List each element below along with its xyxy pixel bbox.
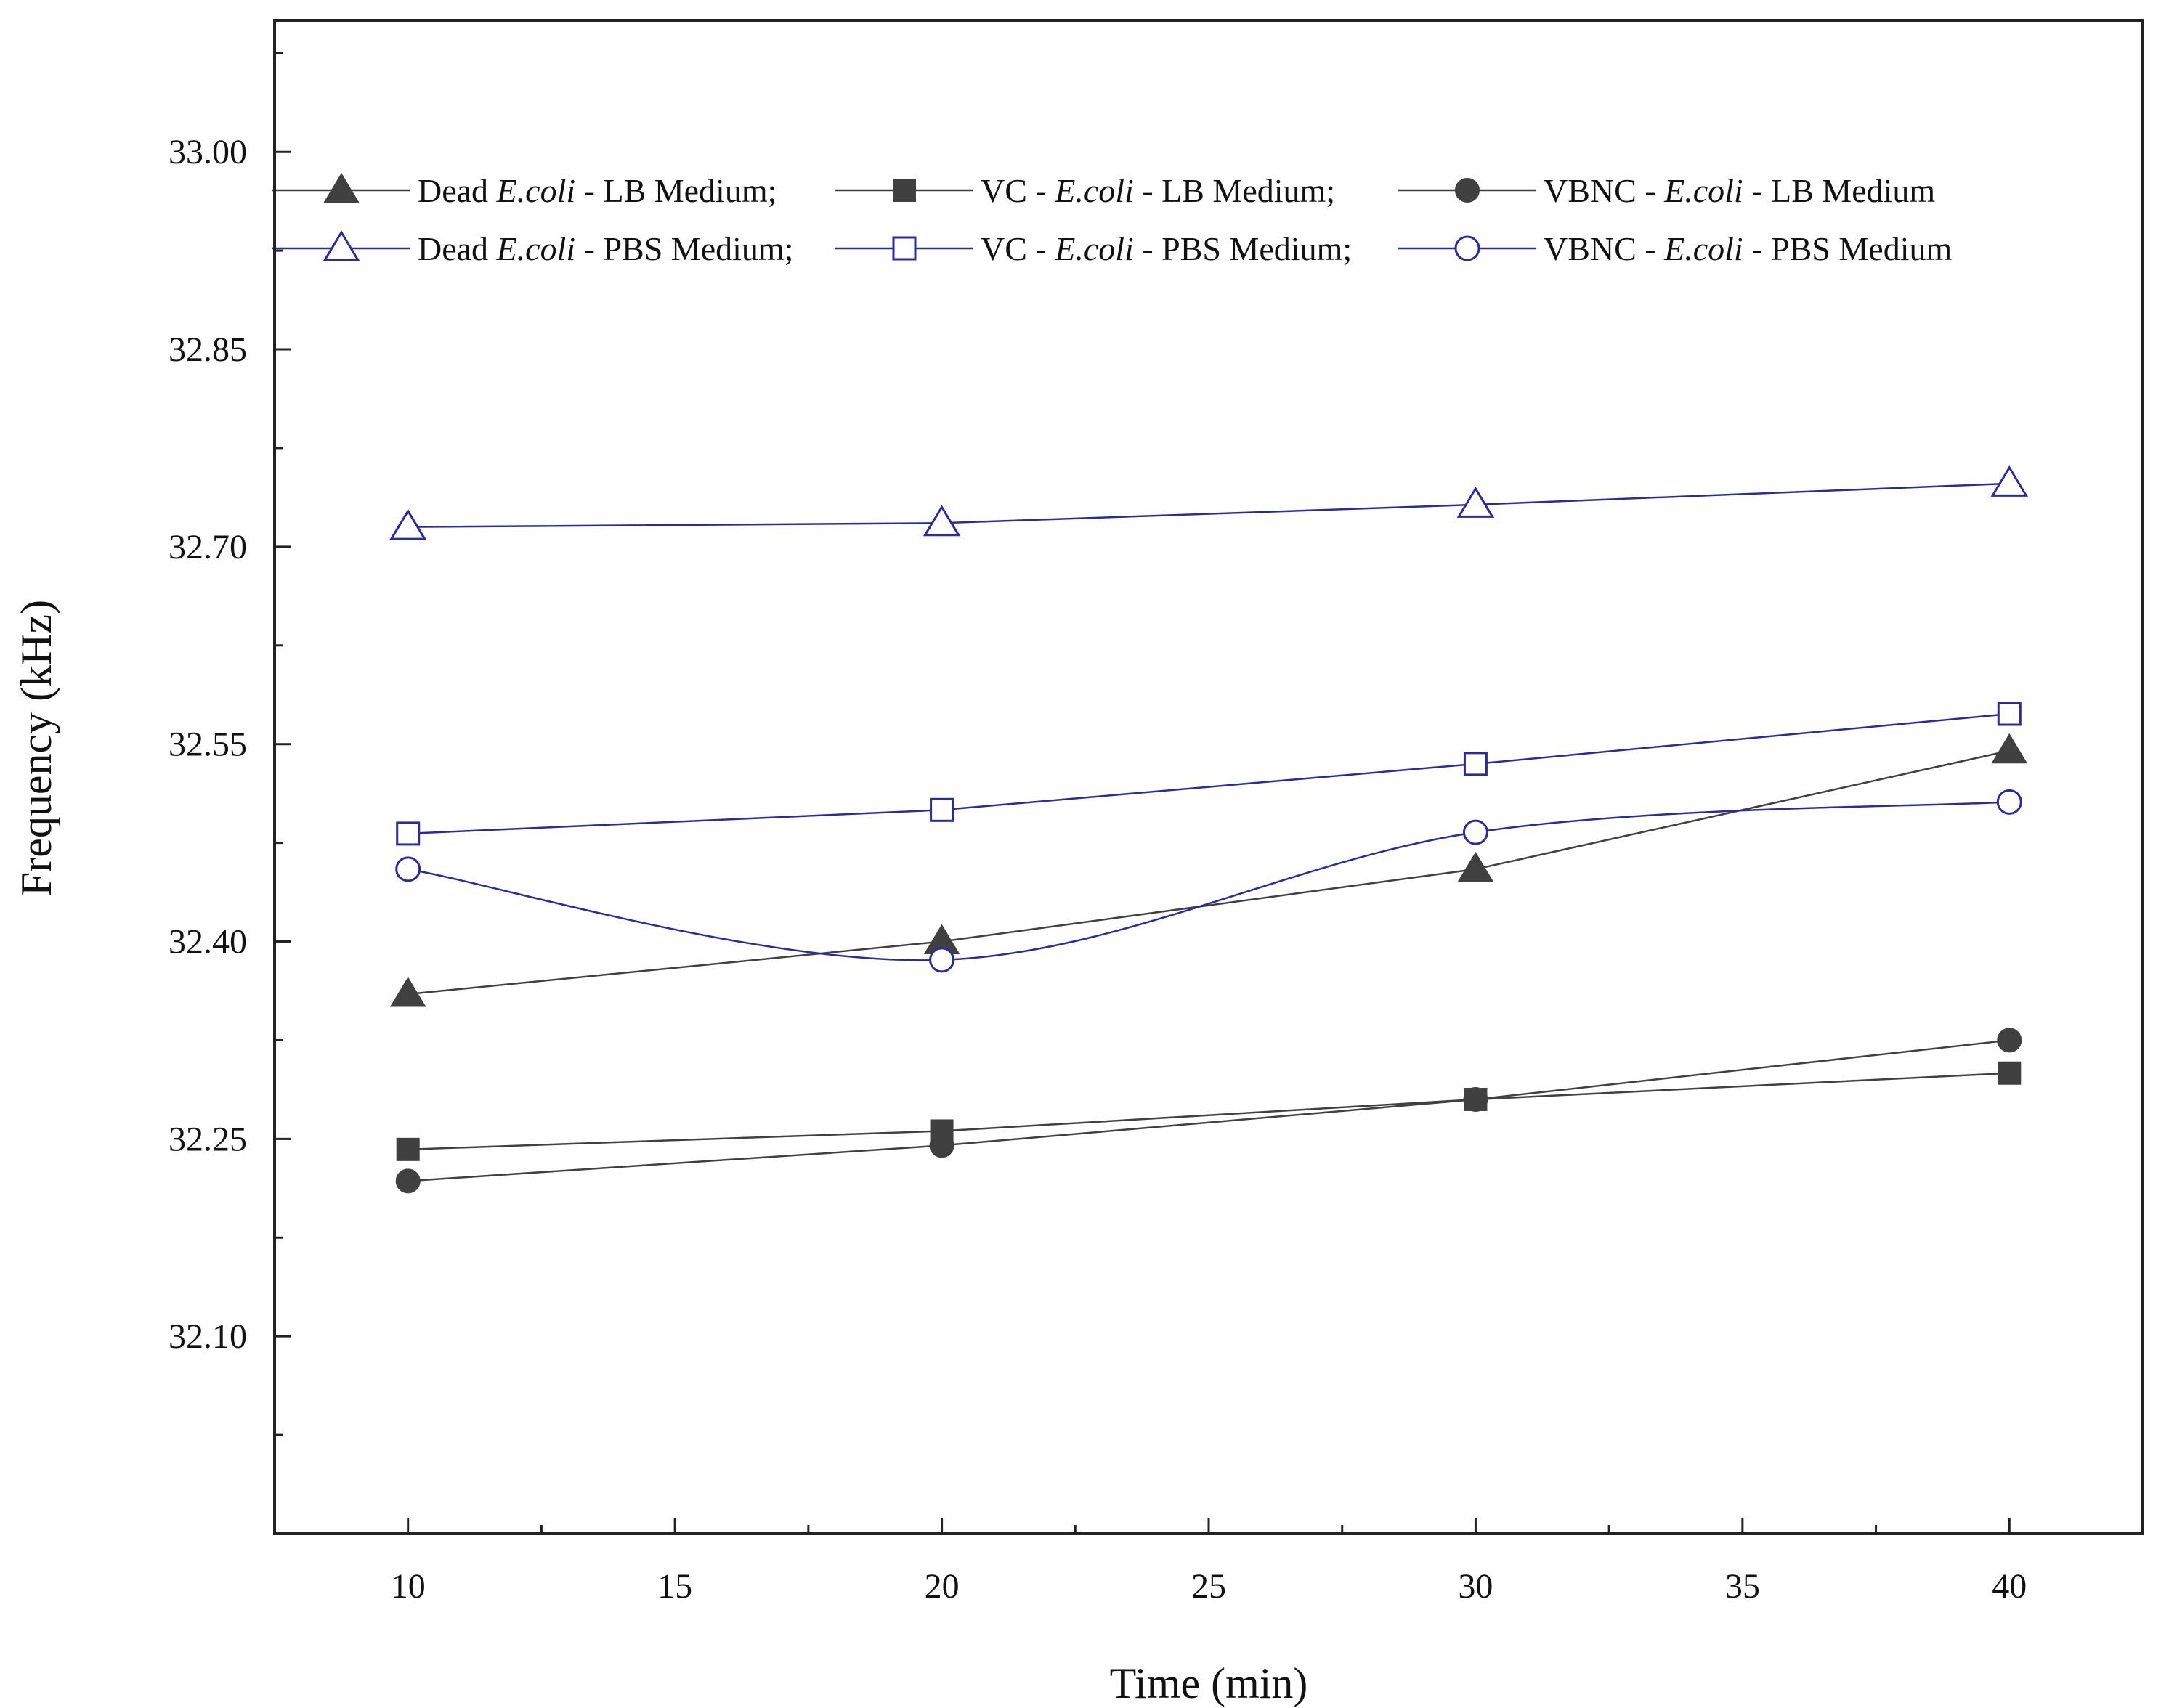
series-line-vc-lb bbox=[408, 1072, 2010, 1151]
series-line-vbnc-lb bbox=[408, 1039, 2010, 1182]
point-vc-lb-10 bbox=[396, 1137, 420, 1161]
point-vc-pbs-20 bbox=[930, 797, 954, 822]
point-vbnc-pbs-40 bbox=[1996, 789, 2022, 815]
point-vbnc-pbs-10 bbox=[395, 856, 421, 882]
series-dead-pbs bbox=[389, 465, 2029, 540]
legend-marker bbox=[323, 173, 360, 203]
point-vbnc-lb-40 bbox=[1997, 1028, 2022, 1053]
series-vbnc-pbs bbox=[395, 789, 2022, 973]
legend-label: VC - E.coli - PBS Medium; bbox=[981, 230, 1352, 267]
series-layer bbox=[389, 465, 2029, 1194]
legend-marker bbox=[323, 230, 360, 261]
point-vbnc-lb-30 bbox=[1463, 1086, 1488, 1112]
series-line-dead-pbs bbox=[408, 482, 2010, 528]
legend-label: Dead E.coli - PBS Medium; bbox=[418, 230, 793, 267]
y-tick-label: 32.55 bbox=[169, 725, 247, 764]
series-line-vbnc-pbs bbox=[408, 801, 2010, 961]
axes: 10 15 20 25 30 35 40 32.10 32.25 32.40 32.55 32.70 3… bbox=[169, 19, 2144, 1606]
legend-marker bbox=[1455, 178, 1480, 203]
y-tick-label: 33.00 bbox=[169, 133, 247, 171]
series-line-vc-pbs bbox=[408, 712, 2010, 835]
x-tick-label: 10 bbox=[391, 1567, 426, 1606]
x-tick-label: 25 bbox=[1191, 1567, 1226, 1606]
point-dead-pbs-40 bbox=[1990, 465, 2029, 497]
point-dead-lb-10 bbox=[389, 977, 426, 1007]
series-vbnc-lb bbox=[395, 1028, 2022, 1194]
point-vbnc-pbs-30 bbox=[1462, 819, 1488, 845]
legend-entry-vc-pbs: VC - E.coli - PBS Medium; bbox=[835, 230, 1352, 267]
y-tick-label: 32.70 bbox=[169, 528, 247, 566]
point-dead-pbs-20 bbox=[923, 505, 961, 537]
legend-marker bbox=[1454, 235, 1480, 261]
point-dead-pbs-30 bbox=[1456, 486, 1495, 518]
legend-entry-vbnc-pbs: VBNC - E.coli - PBS Medium bbox=[1398, 230, 1952, 267]
legend-entry-vc-lb: VC - E.coli - LB Medium; bbox=[835, 172, 1335, 209]
x-tick-label: 30 bbox=[1458, 1567, 1493, 1606]
y-tick-label: 32.10 bbox=[169, 1317, 247, 1356]
legend-label: VC - E.coli - LB Medium; bbox=[981, 172, 1335, 209]
x-tick-label: 20 bbox=[925, 1567, 960, 1606]
point-dead-pbs-10 bbox=[389, 508, 427, 540]
x-tick-label: 35 bbox=[1725, 1567, 1760, 1606]
x-axis-title: Time (min) bbox=[1110, 1659, 1308, 1707]
y-tick-label: 32.40 bbox=[169, 923, 247, 961]
y-tick-label: 32.25 bbox=[169, 1120, 247, 1158]
point-dead-lb-30 bbox=[1457, 851, 1494, 882]
legend-marker bbox=[893, 179, 916, 202]
y-axis-title: Frequency (kHz) bbox=[12, 600, 60, 896]
y-tick-label: 32.85 bbox=[169, 330, 247, 369]
point-vc-pbs-10 bbox=[396, 821, 421, 846]
legend-entry-vbnc-lb: VBNC - E.coli - LB Medium bbox=[1398, 172, 1935, 209]
x-tick-label: 40 bbox=[1992, 1567, 2027, 1606]
x-tick-label: 15 bbox=[657, 1567, 692, 1606]
legend-label: VBNC - E.coli - PBS Medium bbox=[1544, 230, 1952, 267]
point-vbnc-lb-20 bbox=[929, 1133, 954, 1158]
legend-label: Dead E.coli - LB Medium; bbox=[418, 172, 777, 209]
point-dead-lb-40 bbox=[1991, 733, 2028, 764]
point-vbnc-lb-10 bbox=[395, 1168, 421, 1194]
point-vbnc-pbs-20 bbox=[929, 947, 955, 973]
legend-entry-dead-pbs: Dead E.coli - PBS Medium; bbox=[272, 230, 793, 267]
point-vc-pbs-40 bbox=[1997, 702, 2022, 726]
legend-label: VBNC - E.coli - LB Medium bbox=[1544, 172, 1935, 209]
legend-entry-dead-lb: Dead E.coli - LB Medium; bbox=[272, 172, 777, 209]
series-vc-pbs bbox=[396, 702, 2022, 846]
series-vc-lb bbox=[396, 1061, 2022, 1161]
point-vc-pbs-30 bbox=[1463, 752, 1488, 776]
legend: Dead E.coli - LB Medium; VC - E.coli - LB… bbox=[272, 172, 1952, 267]
legend-marker bbox=[892, 236, 917, 261]
series-dead-lb bbox=[389, 733, 2028, 1007]
point-vc-lb-40 bbox=[1998, 1061, 2022, 1085]
